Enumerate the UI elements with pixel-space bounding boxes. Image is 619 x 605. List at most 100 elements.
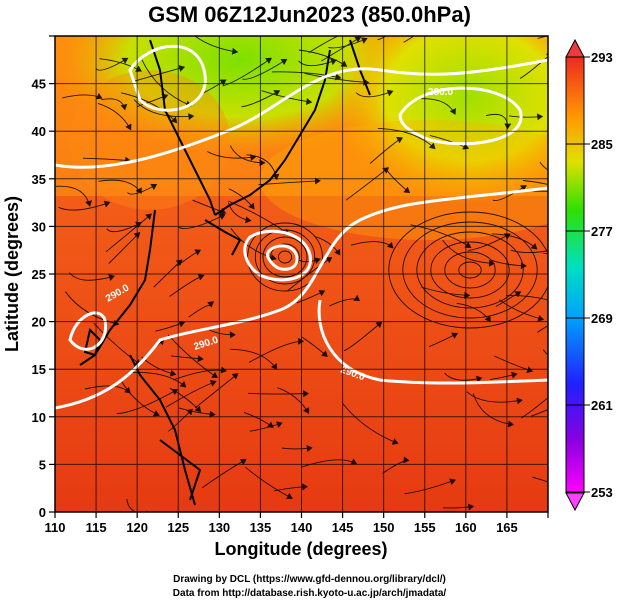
streamline-arrowhead: [248, 202, 255, 210]
colorbar-scale: [565, 56, 585, 494]
streamline-arrowhead: [207, 301, 215, 308]
streamline-arrowhead: [245, 216, 252, 224]
streamline-arrowhead: [276, 421, 283, 428]
streamline-arrowhead: [188, 113, 195, 120]
streamline-arrowhead: [602, 259, 607, 265]
x-tick-label: 130: [208, 520, 230, 535]
streamline: [58, 201, 110, 211]
streamline-arrowhead: [520, 185, 527, 191]
x-axis-title: Longitude (degrees): [214, 539, 387, 559]
streamline: [105, 213, 152, 253]
streamline: [403, 36, 415, 43]
streamline-arrowhead: [354, 36, 362, 43]
colorbar-bottom-arrow: [565, 492, 585, 512]
credit-drawing: Drawing by DCL (https://www.gfd-dennou.o…: [173, 574, 446, 585]
streamline-arrowhead: [530, 243, 538, 250]
streamline-arrowhead: [270, 254, 277, 261]
streamline-arrowhead: [169, 369, 177, 377]
y-axis-tick-labels: 0 5 10 15 20 25 30 35 40 45: [32, 77, 46, 520]
cyclone-streamline: [262, 236, 308, 278]
x-tick-label: 110: [45, 520, 66, 535]
streamline-arrowhead: [403, 186, 411, 194]
anticyclone-streamline: [444, 251, 496, 289]
colorbar-label: 269: [591, 311, 613, 326]
streamline-arrowhead: [507, 420, 515, 428]
y-axis-title: Latitude (degrees): [2, 196, 22, 352]
streamline-arrowhead: [121, 57, 129, 64]
x-tick-label: 145: [332, 520, 354, 535]
streamline: [442, 239, 495, 264]
streamline-arrowhead: [449, 108, 456, 115]
streamline: [121, 92, 178, 124]
map-title: GSM 06Z12Jun2023 (850.0hPa): [148, 2, 471, 27]
streamline: [247, 392, 309, 395]
streamline: [106, 222, 142, 233]
streamline-arrowhead: [306, 445, 313, 452]
y-tick-label: 35: [32, 172, 46, 187]
streamline-arrowhead: [194, 405, 202, 413]
colorbar-top-arrow: [565, 38, 585, 58]
streamline: [472, 393, 514, 426]
colorbar-label: 277: [591, 224, 613, 239]
y-tick-label: 30: [32, 219, 46, 234]
streamline: [531, 409, 548, 417]
streamline-arrowhead: [108, 274, 115, 281]
streamline-arrowhead: [85, 200, 92, 207]
streamline: [95, 57, 128, 71]
streamline-arrowhead: [511, 371, 518, 379]
streamline-arrowhead: [550, 391, 556, 397]
streamline-arrowhead: [229, 331, 236, 339]
streamline: [532, 476, 548, 483]
x-tick-label: 140: [291, 520, 313, 535]
streamline-arrowhead: [334, 73, 342, 81]
streamline-arrowhead: [429, 142, 436, 150]
streamline: [510, 249, 548, 254]
streamline: [542, 349, 548, 356]
x-tick-label: 150: [373, 520, 395, 535]
streamline-arrowhead: [560, 171, 565, 177]
x-tick-label: 120: [126, 520, 148, 535]
streamline-arrowhead: [449, 478, 456, 485]
streamline-arrowhead: [314, 257, 321, 264]
x-tick-label: 165: [496, 520, 518, 535]
streamline-arrowhead: [267, 421, 274, 428]
streamline: [341, 402, 398, 444]
y-tick-label: 10: [32, 410, 46, 425]
streamline: [537, 36, 548, 39]
streamline-arrowhead: [179, 381, 187, 388]
streamline-arrowhead: [504, 123, 512, 130]
streamline-arrowhead: [286, 493, 293, 500]
credit-data-source: Data from http://database.rish.kyoto-u.a…: [172, 588, 447, 599]
streamline-arrowhead: [265, 57, 272, 64]
streamline: [65, 291, 119, 325]
streamline-arrowhead: [467, 503, 475, 511]
streamline-arrowhead: [240, 459, 247, 465]
streamline-arrowhead: [475, 375, 483, 383]
streamline-arrowhead: [537, 315, 545, 322]
streamline: [222, 57, 272, 87]
streamline-arrowhead: [565, 31, 571, 37]
streamline-arrowhead: [386, 89, 394, 97]
streamline: [519, 56, 548, 79]
streamline: [404, 479, 456, 495]
streamline-arrowhead: [197, 273, 205, 281]
streamline-arrowhead: [586, 388, 592, 393]
axis-ticks: [49, 35, 549, 518]
streamline-arrowhead: [516, 397, 523, 405]
x-tick-label: 135: [250, 520, 272, 535]
streamline: [492, 185, 527, 201]
colorbar-label: 293: [591, 50, 613, 65]
y-tick-label: 15: [32, 362, 46, 377]
colorbar-label: 285: [591, 137, 613, 152]
cyclone-streamline: [247, 222, 323, 292]
streamline: [242, 59, 287, 80]
contour-label: 280.0: [428, 87, 453, 98]
streamline-arrowhead: [120, 103, 128, 111]
temperature-field: [55, 36, 548, 512]
streamline-arrowhead: [394, 27, 400, 32]
x-tick-label: 125: [167, 520, 189, 535]
streamline: [271, 71, 341, 79]
streamline-arrowhead: [231, 373, 239, 380]
streamline: [466, 391, 523, 403]
streamline-arrowhead: [334, 248, 341, 256]
